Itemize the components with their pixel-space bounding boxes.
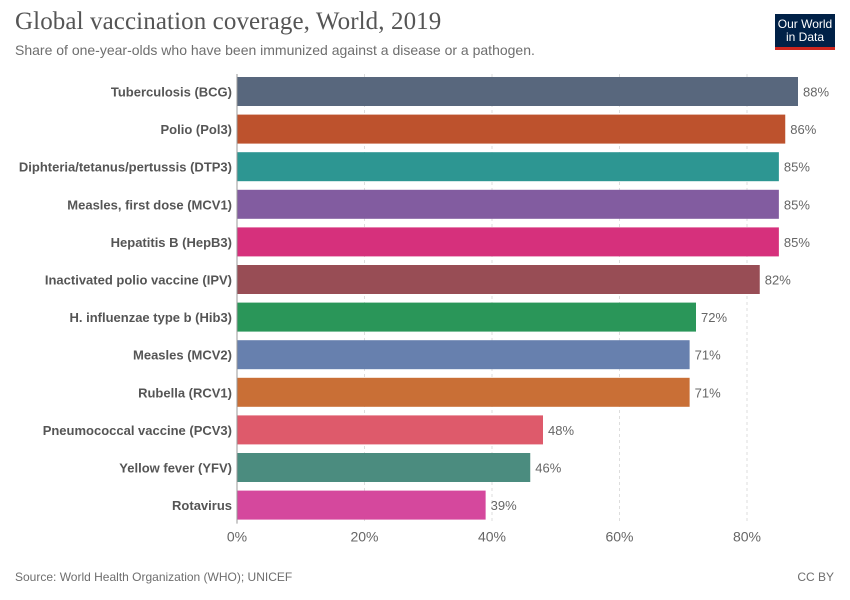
- x-tick-label: 0%: [227, 529, 247, 545]
- value-label: 85%: [784, 160, 810, 175]
- value-label: 71%: [695, 385, 721, 400]
- value-label: 86%: [790, 122, 816, 137]
- value-label: 85%: [784, 235, 810, 250]
- value-label: 46%: [535, 461, 561, 476]
- category-label: H. influenzae type b (Hib3): [69, 310, 232, 325]
- bar[interactable]: [237, 340, 690, 370]
- category-label: Rubella (RCV1): [138, 385, 232, 400]
- x-tick-label: 60%: [605, 529, 633, 545]
- source-note[interactable]: Source: World Health Organization (WHO);…: [15, 570, 293, 584]
- bar[interactable]: [237, 415, 543, 445]
- category-label: Inactivated polio vaccine (IPV): [45, 273, 232, 288]
- value-label: 71%: [695, 348, 721, 363]
- bar[interactable]: [237, 377, 690, 407]
- bar[interactable]: [237, 114, 786, 144]
- category-label: Polio (Pol3): [161, 122, 233, 137]
- value-label: 48%: [548, 423, 574, 438]
- x-tick-label: 80%: [733, 529, 761, 545]
- bar[interactable]: [237, 265, 760, 294]
- chart-title: Global vaccination coverage, World, 2019: [15, 8, 442, 35]
- bar[interactable]: [237, 453, 531, 482]
- x-tick-label: 40%: [478, 529, 506, 545]
- bar-chart: 0% 20% 40% 60% 80% Tuberculosis (BCG) 88% Polio…: [19, 74, 829, 545]
- bar[interactable]: [237, 189, 779, 219]
- bar[interactable]: [237, 302, 696, 332]
- category-label: Pneumococcal vaccine (PCV3): [43, 423, 232, 438]
- category-label: Tuberculosis (BCG): [111, 85, 232, 100]
- x-tick-label: 20%: [350, 529, 378, 545]
- value-label: 88%: [803, 85, 829, 100]
- value-label: 82%: [765, 273, 791, 288]
- category-label: Measles, first dose (MCV1): [67, 197, 232, 212]
- bar[interactable]: [237, 227, 779, 257]
- logo-line-1: Our World: [777, 17, 833, 31]
- category-label: Measles (MCV2): [133, 348, 232, 363]
- bar[interactable]: [237, 77, 798, 106]
- bar[interactable]: [237, 152, 779, 182]
- license-label[interactable]: CC BY: [797, 570, 834, 584]
- bar[interactable]: [237, 490, 486, 520]
- owid-logo[interactable]: Our World in Data: [775, 14, 835, 50]
- category-label: Hepatitis B (HepB3): [111, 235, 232, 250]
- category-label: Yellow fever (YFV): [119, 461, 232, 476]
- value-label: 72%: [701, 310, 727, 325]
- value-label: 85%: [784, 197, 810, 212]
- category-label: Diphteria/tetanus/pertussis (DTP3): [19, 160, 232, 175]
- value-label: 39%: [491, 498, 517, 513]
- category-label: Rotavirus: [172, 498, 232, 513]
- logo-line-2: in Data: [785, 30, 825, 44]
- chart-subtitle: Share of one-year-olds who have been imm…: [15, 42, 535, 58]
